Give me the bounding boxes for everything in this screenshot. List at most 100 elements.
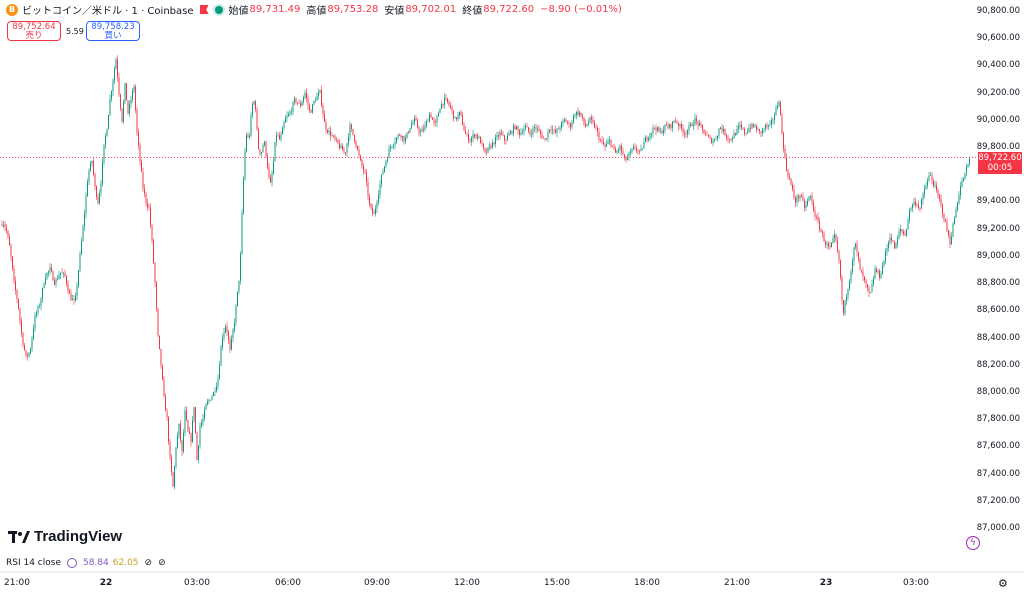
candle-body [792,184,793,190]
candle-body [238,280,240,292]
candle-body [640,148,642,151]
candle-body [187,420,189,432]
candle-body [553,129,555,131]
candle-body [105,136,106,145]
candle-body [811,195,813,203]
candle-body [244,151,246,179]
candle-body [813,202,814,211]
candle-body [229,339,231,350]
sell-price: 89,752.64 [12,22,56,32]
tradingview-logo[interactable]: TradingView [8,528,122,545]
candle-body [183,432,184,452]
candle-body [936,185,937,191]
candle-body [166,411,168,418]
candle-body [867,283,868,288]
candle-body [162,365,163,380]
candle-body [781,115,783,134]
rsi-label: RSI 14 close [6,558,61,568]
candle-body [937,190,939,196]
candle-body [649,134,651,139]
candle-body [537,128,538,130]
candle-body [66,275,67,284]
candle-body [141,160,142,172]
candle-body [342,145,343,151]
candle-body [430,114,432,118]
gear-icon[interactable]: ⚙ [998,577,1008,590]
candle-body [382,171,384,175]
candle-body [51,267,52,272]
indicator-settings-icon[interactable] [66,558,77,568]
candle-body [702,125,703,130]
candle-body [930,175,931,176]
candle-countdown: 00:05 [987,162,1013,173]
candle-body [91,160,93,164]
candle-body [807,200,808,205]
candle-body [420,131,421,133]
candle-body [751,124,753,129]
candle-body [778,102,780,107]
candle-body [552,129,553,131]
candle-body [214,391,216,393]
candle-body [28,352,30,357]
candle-body [109,98,111,116]
candle-body [58,275,60,280]
candle-body [138,132,139,145]
candle-body [919,207,921,209]
candle-body [823,233,825,242]
candle-body [633,147,634,150]
candle-body [928,175,930,181]
candle-body [799,195,801,199]
candle-body [478,137,480,139]
candle-body [232,329,234,339]
candle-body [882,265,883,275]
candle-body [745,133,747,134]
rsi-indicator-legend[interactable]: RSI 14 close 58.84 62.05 ⊘ ⊘ [6,558,172,568]
high-value: 89,753.28 [327,4,379,15]
flag-icon[interactable] [199,5,209,14]
candle-body [112,80,114,92]
candle-body [723,129,724,132]
symbol-title[interactable]: ビットコイン／米ドル · 1 · Coinbase [22,6,194,17]
candle-body [282,127,283,135]
candle-body [748,128,750,132]
candle-body [966,167,967,173]
lightning-icon[interactable]: ϟ [966,536,980,550]
candle-body [190,433,192,442]
candle-body [472,134,474,139]
candle-body [895,243,897,249]
sell-button[interactable]: 89,752.64 売り [7,21,61,41]
candle-body [340,145,342,149]
candle-body [888,242,889,249]
candle-body [561,122,562,129]
candle-body [367,181,369,197]
candle-body [130,99,132,104]
candle-body [663,130,664,134]
candle-body [127,100,129,114]
candle-body [625,156,627,160]
market-status-icon[interactable] [214,5,223,14]
candle-body [853,247,855,261]
candle-body [667,125,669,128]
hide-icon-2[interactable]: ⊘ [158,558,166,568]
candle-body [387,158,388,162]
candle-body [850,271,852,282]
candle-body [406,132,408,138]
candle-body [76,285,78,297]
candle-body [172,472,174,487]
candle-body [324,114,325,123]
hide-icon[interactable]: ⊘ [144,558,153,568]
candle-body [609,139,610,142]
current-price-label: 89,722.60 [978,152,1022,163]
candle-body [34,315,36,329]
tradingview-logo-icon [8,530,30,543]
candle-body [573,116,574,123]
buy-button[interactable]: 89,758.23 買い [86,21,140,41]
candle-body [280,134,282,140]
candle-body [531,134,532,135]
candle-body [687,130,688,135]
candle-body [967,164,969,168]
rsi-value: 58.84 [82,558,109,568]
candle-body [363,165,364,171]
candle-body [273,161,274,174]
